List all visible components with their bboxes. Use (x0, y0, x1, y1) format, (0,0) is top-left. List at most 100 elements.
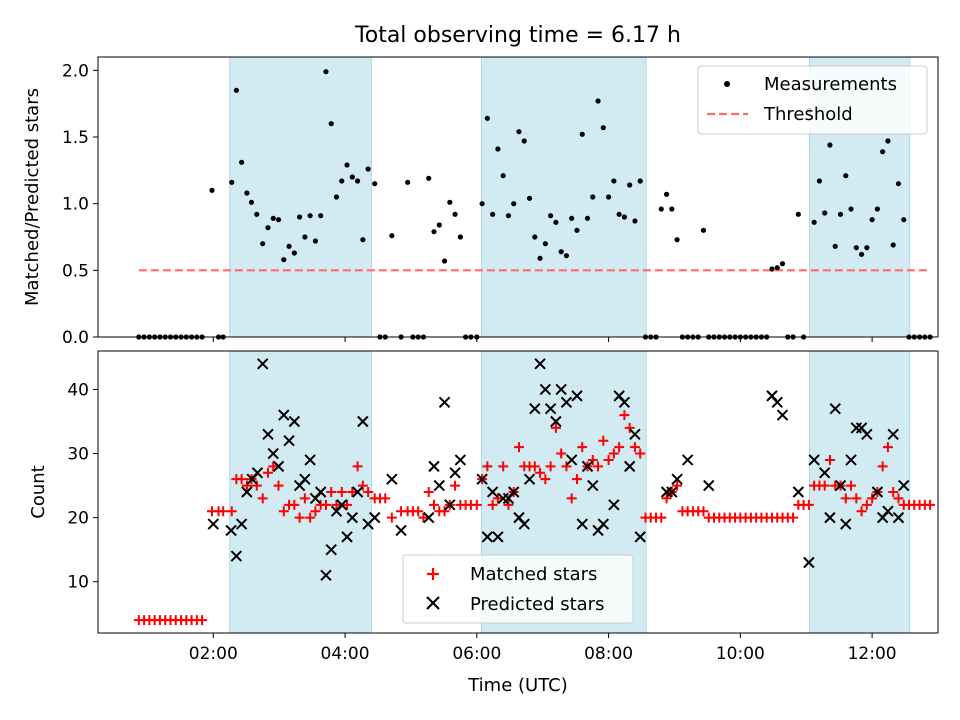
x-tick-label: 12:00 (848, 644, 897, 664)
matched-star-point (925, 499, 936, 510)
top-y-axis: 0.0 0.5 1.0 1.5 2.0 (62, 61, 98, 348)
predicted-star-point (207, 518, 220, 530)
matched-star-point (698, 506, 709, 517)
predicted-star-point (272, 460, 285, 473)
matched-star-point (861, 499, 872, 510)
matched-star-point (882, 442, 893, 453)
measurement-point (260, 241, 266, 247)
predicted-star-point (304, 454, 316, 466)
matched-star-point (513, 442, 524, 453)
matched-star-point (571, 474, 582, 485)
y-tick-label: 0.5 (62, 261, 89, 281)
predicted-star-point (571, 390, 583, 402)
measurement-point (779, 261, 786, 267)
matched-star-point (788, 512, 799, 523)
measurement-point (563, 253, 570, 259)
measurement-point (537, 255, 543, 261)
measurement-point (333, 194, 340, 200)
matched-star-point (310, 506, 321, 517)
matched-star-point (257, 493, 268, 504)
predicted-star-point (666, 486, 678, 498)
predicted-star-point (539, 383, 552, 396)
predicted-star-point (449, 467, 461, 479)
predicted-star-point (476, 473, 488, 485)
measurement-point (827, 142, 833, 148)
matched-star-point (577, 442, 588, 453)
matched-star-point (423, 487, 434, 497)
measurement-point (890, 242, 896, 248)
top-panel-frame (97, 56, 939, 338)
matched-star-point (429, 499, 439, 510)
measurement-point (281, 257, 287, 263)
predicted-star-point (225, 524, 237, 537)
predicted-star-point (278, 409, 290, 421)
measurement-point (605, 194, 612, 200)
x-tick-label: 06:00 (452, 644, 501, 664)
measurement-point (441, 258, 448, 264)
measurement-point (822, 210, 828, 216)
matched-star-point (471, 499, 482, 510)
predicted-star-point (808, 454, 820, 466)
predicted-star-point (834, 479, 847, 492)
predicted-star-point (395, 524, 407, 537)
measurement-point (389, 233, 395, 239)
measurement-point (426, 175, 432, 181)
measurement-point (431, 229, 437, 235)
measurement-point (495, 146, 501, 152)
y-tick-label: 30 (67, 445, 89, 465)
measurement-point (307, 213, 313, 219)
predicted-star-point (608, 499, 620, 511)
predicted-star-point (529, 402, 541, 415)
predicted-star-point (444, 499, 456, 511)
matched-star-point (535, 467, 546, 478)
matched-star-point (561, 461, 572, 472)
y-tick-label: 20 (67, 509, 89, 529)
measurement-point (627, 182, 633, 188)
predicted-star-point (386, 473, 398, 485)
predicted-star-point (634, 531, 646, 543)
measurement-point (365, 166, 371, 172)
matched-star-point (294, 512, 305, 523)
bottom-legend-box (402, 554, 634, 624)
predicted-star-point (325, 543, 337, 556)
measurement-point (360, 237, 366, 243)
matched-star-point (299, 493, 310, 504)
measurement-point (553, 219, 559, 225)
matched-star-point (893, 493, 904, 504)
matched-star-point (226, 506, 237, 517)
measurement-point (339, 178, 345, 184)
predicted-star-point (882, 505, 894, 517)
measurement-point (837, 211, 844, 217)
legend-measurements-marker (724, 81, 730, 87)
predicted-star-point (481, 531, 494, 543)
x-tick-label: 02:00 (189, 644, 238, 664)
matched-star-point (819, 480, 830, 491)
measurement-point (616, 211, 622, 217)
measurement-point (505, 213, 512, 219)
matched-star-point (608, 448, 619, 459)
predicted-star-point (618, 396, 631, 408)
measurement-point (590, 194, 596, 200)
matched-star-point (336, 487, 347, 497)
measurement-point (526, 195, 533, 201)
measurement-point (318, 213, 324, 219)
bottom-count-points (133, 358, 936, 626)
matched-star-point (305, 512, 316, 523)
predicted-star-point (776, 409, 789, 421)
matched-star-point (846, 480, 857, 491)
predicted-star-point (508, 486, 520, 498)
predicted-star-point (597, 518, 610, 530)
observing-span (229, 56, 372, 338)
measurement-point (302, 234, 308, 240)
predicted-star-point (262, 428, 274, 441)
y-tick-label: 40 (67, 380, 89, 400)
predicted-star-point (438, 396, 451, 408)
measurement-point (600, 125, 606, 131)
predicted-star-point (623, 460, 636, 473)
measurement-point (275, 217, 282, 223)
predicted-star-point (861, 428, 873, 441)
legend-threshold-label: Threshold (763, 104, 853, 125)
measurement-point (658, 206, 664, 212)
